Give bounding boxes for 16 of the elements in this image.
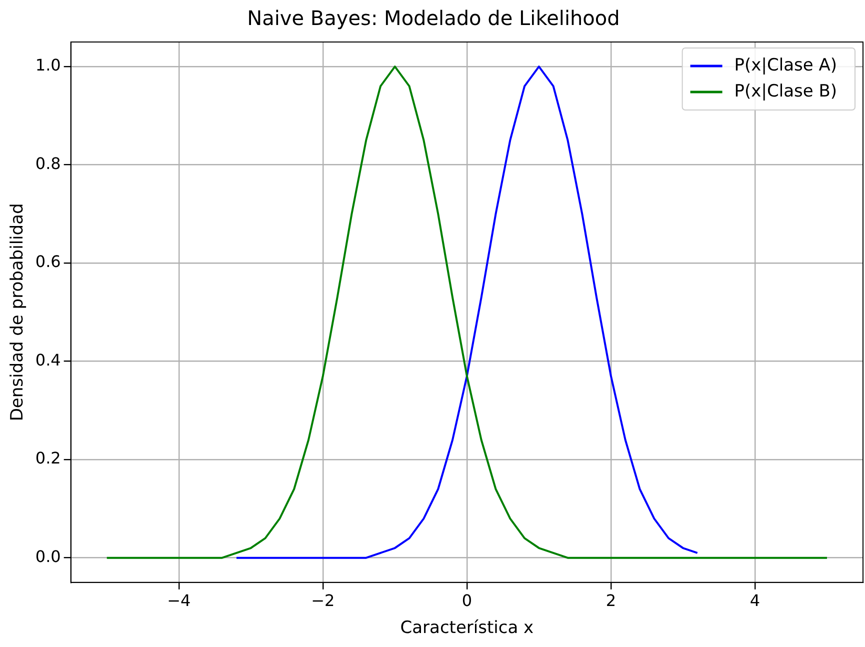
x-tick-label: 2 — [606, 591, 616, 610]
y-tick-label: 1.0 — [35, 56, 61, 75]
x-tick-label: 0 — [462, 591, 472, 610]
x-tick-label: −4 — [167, 591, 191, 610]
y-tick-label: 0.0 — [35, 546, 61, 566]
x-tick-label: 4 — [750, 591, 760, 610]
y-tick-label: 0.6 — [35, 252, 61, 272]
legend-label: P(x|Clase A) — [734, 55, 837, 76]
y-tick-label: 0.4 — [35, 350, 61, 370]
y-axis-title: Densidad de probabilidad — [8, 203, 28, 422]
x-axis-title: Característica x — [400, 618, 534, 638]
y-tick-label: 0.2 — [35, 448, 61, 468]
chart-title: Naive Bayes: Modelado de Likelihood — [247, 6, 620, 30]
x-tick-label: −2 — [311, 591, 335, 610]
y-tick-label: 0.8 — [35, 154, 61, 173]
legend-label: P(x|Clase B) — [734, 81, 838, 102]
